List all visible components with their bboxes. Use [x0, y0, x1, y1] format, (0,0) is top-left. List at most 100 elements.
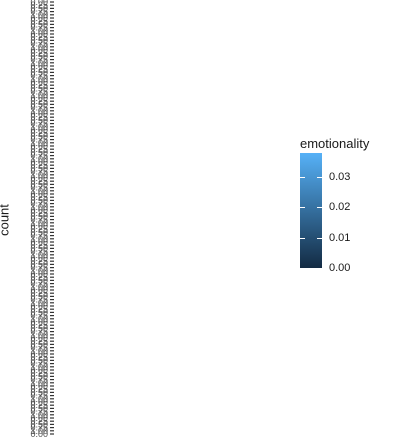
- y-tick-label: 1.00: [30, 394, 48, 404]
- y-tick-label: 0.50: [30, 195, 48, 205]
- legend-tick: [300, 207, 305, 209]
- legend-tick: [300, 268, 305, 269]
- y-tick-label: 0.25: [30, 128, 48, 138]
- y-tick-label: 0.75: [30, 343, 48, 353]
- y-tick-label: 0.25: [30, 112, 48, 122]
- legend-colorbar: [300, 153, 322, 268]
- y-tick-label: 0.50: [30, 67, 48, 77]
- y-tick-label: 0.50: [30, 83, 48, 93]
- y-tick-label: 1.00: [30, 410, 48, 420]
- y-tick-label: 0.75: [30, 311, 48, 321]
- y-tick-label: 0.50: [30, 99, 48, 109]
- y-tick-label: 1.00: [30, 106, 48, 116]
- y-tick-label: 0.00: [30, 109, 48, 119]
- y-tick-label: 0.25: [30, 80, 48, 90]
- y-tick-label: 1.00: [30, 346, 48, 356]
- y-tick-label: 1.00: [30, 42, 48, 52]
- y-tick-label: 1.00: [30, 250, 48, 260]
- y-tick-label: 0.75: [30, 7, 48, 17]
- y-tick-label: 0.25: [30, 368, 48, 378]
- y-tick-label: 0.00: [30, 221, 48, 231]
- y-tick-label: 1.00: [30, 234, 48, 244]
- y-tick-label: 0.00: [30, 13, 48, 23]
- y-tick-label: 1.00: [30, 58, 48, 68]
- y-tick-label: 0.25: [30, 208, 48, 218]
- y-tick-label: 0.75: [30, 231, 48, 241]
- y-tick-label: 0.00: [30, 173, 48, 183]
- legend-tick: [317, 268, 322, 269]
- y-tick-label: 0.00: [30, 45, 48, 55]
- y-tick-label: 0.00: [30, 157, 48, 167]
- y-tick-label: 0.25: [30, 160, 48, 170]
- legend-break-label: 0.02: [329, 201, 351, 214]
- y-tick-label: 1.00: [30, 138, 48, 148]
- y-tick-label: 0.25: [30, 272, 48, 282]
- y-tick-label: 0.50: [30, 371, 48, 381]
- y-tick-label: 0.25: [30, 32, 48, 42]
- y-tick-label: 0.00: [30, 93, 48, 103]
- y-tick-label: 0.50: [30, 115, 48, 125]
- y-tick-label: 0.50: [30, 243, 48, 253]
- legend-tick: [317, 207, 322, 209]
- y-tick-label: 0.00: [30, 61, 48, 71]
- y-tick-label: 1.00: [30, 362, 48, 372]
- y-tick-label: 0.25: [30, 400, 48, 410]
- y-tick-label: 1.00: [30, 218, 48, 228]
- y-tick-label: 0.00: [30, 0, 48, 7]
- y-tick-label: 0.25: [30, 64, 48, 74]
- y-tick-label: 0.00: [30, 141, 48, 151]
- y-tick-label: 0.75: [30, 103, 48, 113]
- y-tick-label: 0.00: [30, 333, 48, 343]
- y-tick-label: 0.25: [30, 48, 48, 58]
- y-tick-label: 0.75: [30, 39, 48, 49]
- y-tick-label: 0.00: [30, 365, 48, 375]
- y-tick-label: 0.75: [30, 199, 48, 209]
- y-tick-label: 0.75: [30, 135, 48, 145]
- y-tick-label: 0.75: [30, 279, 48, 289]
- y-tick-label: 1.00: [30, 330, 48, 340]
- legend-break-label: 0.03: [329, 171, 351, 184]
- y-tick-label: 1.00: [30, 90, 48, 100]
- y-tick-label: 0.75: [30, 55, 48, 65]
- y-tick-label: 1.00: [30, 298, 48, 308]
- y-tick-label: 0.25: [30, 288, 48, 298]
- y-tick-label: 0.75: [30, 87, 48, 97]
- y-tick-label: 0.25: [30, 384, 48, 394]
- y-tick-label: 0.00: [30, 125, 48, 135]
- y-tick-label: 1.00: [30, 266, 48, 276]
- y-tick-label: 0.50: [30, 179, 48, 189]
- y-tick-label: 0.75: [30, 295, 48, 305]
- y-tick-label: 1.00: [30, 314, 48, 324]
- y-tick-label: 1.00: [30, 74, 48, 84]
- y-tick-label: 0.00: [30, 429, 48, 439]
- y-tick-label: 0.25: [30, 144, 48, 154]
- y-tick-label: 0.00: [30, 397, 48, 407]
- y-tick-label: 0.50: [30, 339, 48, 349]
- y-tick-label: 0.00: [30, 317, 48, 327]
- y-tick-label: 1.00: [30, 378, 48, 388]
- y-tick-label: 0.50: [30, 355, 48, 365]
- y-tick-label: 0.50: [30, 275, 48, 285]
- y-tick-label: 0.25: [30, 320, 48, 330]
- y-tick-label: 0.50: [30, 227, 48, 237]
- y-tick-label: 0.25: [30, 192, 48, 202]
- y-tick-label: 0.75: [30, 151, 48, 161]
- y-tick-label: 0.50: [30, 323, 48, 333]
- legend-title: emotionality: [300, 136, 370, 151]
- y-tick-label: 0.75: [30, 119, 48, 129]
- legend-tick: [300, 237, 305, 239]
- y-tick-label: 1.00: [30, 10, 48, 20]
- y-tick-label: 1.00: [30, 170, 48, 180]
- y-tick-label: 0.75: [30, 247, 48, 257]
- y-tick-label: 0.00: [30, 349, 48, 359]
- y-tick-label: 0.00: [30, 413, 48, 423]
- y-tick-label: 0.50: [30, 419, 48, 429]
- y-tick-label: 0.00: [30, 285, 48, 295]
- y-tick-label: 0.50: [30, 387, 48, 397]
- y-tick-label: 0.00: [30, 189, 48, 199]
- y-tick-label: 0.75: [30, 327, 48, 337]
- y-tick-label: 0.75: [30, 167, 48, 177]
- y-tick-label: 0.25: [30, 96, 48, 106]
- y-tick-label: 0.50: [30, 19, 48, 29]
- y-tick-label: 0.75: [30, 23, 48, 33]
